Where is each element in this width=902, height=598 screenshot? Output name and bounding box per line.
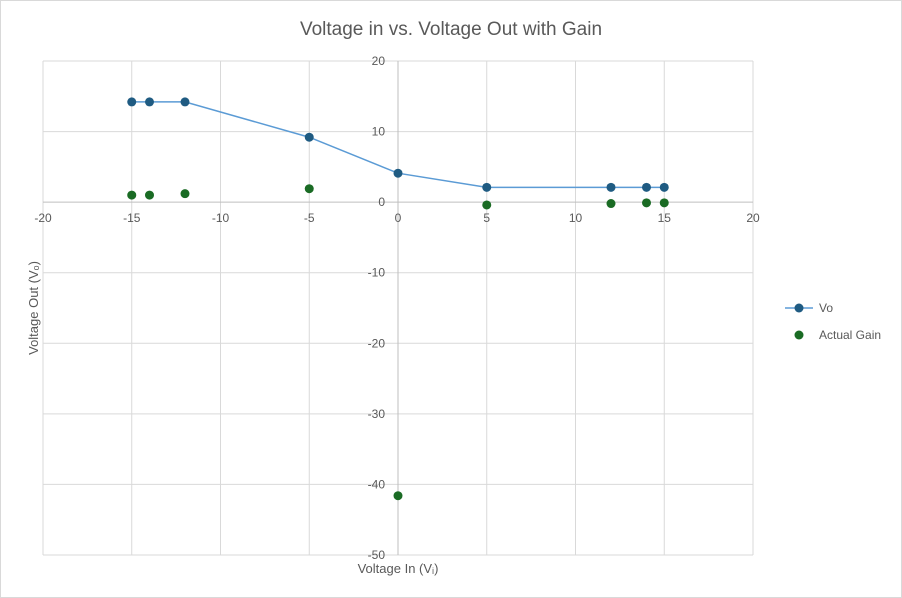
y-tick-label: 10 [372,125,386,139]
data-point [393,168,403,178]
y-tick-label: 0 [378,195,385,209]
data-point [127,190,137,200]
data-point [482,182,492,192]
data-point [180,97,190,107]
data-point [145,97,154,107]
data-point [304,184,314,194]
legend-label: Actual Gain [819,328,881,342]
data-point [642,198,651,208]
y-tick-label: -20 [368,336,386,350]
data-point [606,199,616,209]
x-tick-label: 5 [483,211,490,225]
x-tick-label: -5 [304,211,315,225]
x-axis-title: Voltage In (Vᵢ) [358,561,439,576]
series [127,97,669,501]
series-1 [127,184,669,501]
data-point [127,97,137,107]
y-tick-label: -10 [368,266,386,280]
y-tick-label: -30 [368,407,386,421]
y-tick-label: 20 [372,54,386,68]
x-tick-label: -10 [212,211,230,225]
x-tick-label: 15 [658,211,672,225]
data-point [304,132,314,142]
data-point [393,491,403,501]
legend-entry-0: Vo [785,301,833,315]
data-point [482,200,492,210]
y-tick-label: -40 [368,477,386,491]
x-tick-label: 10 [569,211,583,225]
chart-title: Voltage in vs. Voltage Out with Gain [300,19,602,40]
legend-marker [794,303,804,313]
legend: Vo Actual Gain [785,301,881,342]
legend-entry-1: Actual Gain [794,328,881,342]
legend-label: Vo [819,301,833,315]
series-0 [127,97,669,192]
axes [43,61,753,555]
data-point [606,182,616,192]
x-tick-label: -15 [123,211,141,225]
data-point [642,182,651,192]
legend-marker [794,330,804,340]
x-tick-label: 20 [746,211,760,225]
data-point [659,198,669,208]
y-tick-label: -50 [368,548,386,562]
x-tick-label: 0 [395,211,402,225]
data-point [659,182,669,192]
data-point [145,190,154,200]
x-tick-label: -20 [34,211,52,225]
y-axis-title: Voltage Out (Vₒ) [26,261,41,355]
data-point [180,189,190,199]
